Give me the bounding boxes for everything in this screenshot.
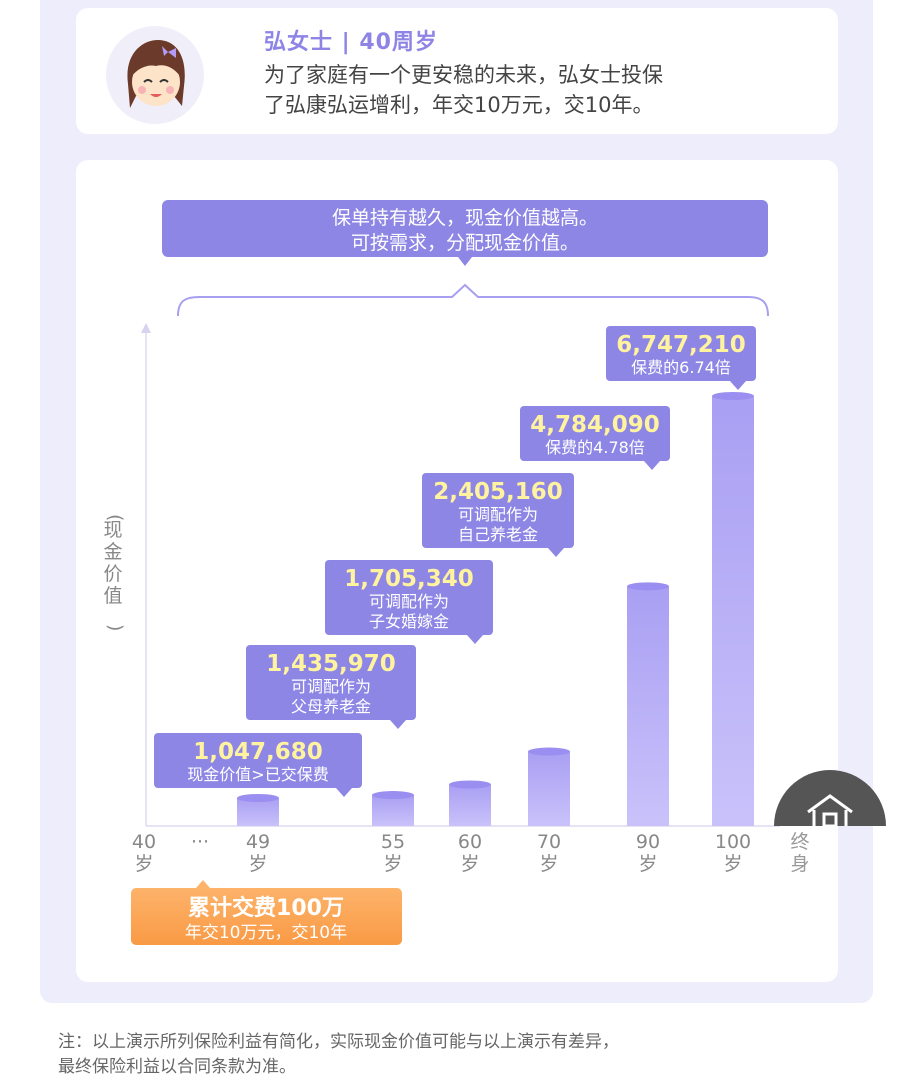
x-tick-age: 40 xyxy=(132,831,156,853)
bar-body xyxy=(237,798,279,826)
value-note-1: 现金价值>已交保费 xyxy=(187,765,328,784)
bar-body xyxy=(712,396,754,826)
value-text: 1,047,680 xyxy=(193,739,323,765)
x-tick-age: 70 xyxy=(537,831,561,853)
x-tick-age: 49 xyxy=(246,831,270,853)
x-tick-7: 90岁 xyxy=(636,831,660,875)
bar-top xyxy=(627,582,669,591)
profile-description: 为了家庭有一个更安稳的未来，弘女士投保 了弘康弘运增利，年交10万元，交10年。 xyxy=(264,60,824,120)
callout-box: 保单持有越久，现金价值越高。 可按需求，分配现金价值。 xyxy=(162,200,768,266)
woman-avatar-icon xyxy=(106,26,204,124)
value-note-1: 可调配作为 xyxy=(291,677,371,696)
x-tick-6: 70岁 xyxy=(537,831,561,875)
value-text: 1,435,970 xyxy=(266,651,396,677)
x-tick-age: 终 xyxy=(790,831,809,853)
x-tick-age: 55 xyxy=(381,831,405,853)
bar-body xyxy=(372,795,414,826)
value-text: 1,705,340 xyxy=(344,566,474,592)
x-tick-9: 终身 xyxy=(790,831,809,875)
value-labels-group: 1,047,680现金价值>已交保费1,435,970可调配作为父母养老金1,7… xyxy=(154,326,756,797)
bar-top xyxy=(712,392,754,400)
bar-top xyxy=(528,747,570,756)
callout-line-2: 可按需求，分配现金价值。 xyxy=(351,232,579,254)
summary-subtitle: 年交10万元，交10年 xyxy=(185,923,347,943)
description-line-1: 为了家庭有一个更安稳的未来，弘女士投保 xyxy=(264,63,663,87)
x-tick-unit: 岁 xyxy=(383,853,402,875)
profile-card: 弘女士 | 40周岁 为了家庭有一个更安稳的未来，弘女士投保 了弘康弘运增利，年… xyxy=(76,8,838,134)
bar-4 xyxy=(528,747,570,826)
value-note-2: 自己养老金 xyxy=(458,525,538,544)
bar-6 xyxy=(712,392,754,826)
x-tick-1: 40岁 xyxy=(132,831,156,875)
y-axis-arrow xyxy=(141,323,151,333)
y-axis-label: (现金价值) xyxy=(103,514,126,631)
value-text: 6,747,210 xyxy=(616,332,746,358)
bar-top xyxy=(372,791,414,800)
x-tick-4: 55岁 xyxy=(381,831,405,875)
value-note-2: 子女婚嫁金 xyxy=(369,612,449,631)
x-tick-2: ··· xyxy=(191,831,209,853)
x-tick-age: 100 xyxy=(715,831,751,853)
customer-name: 弘女士 | 40周岁 xyxy=(264,30,438,55)
disclaimer-note: 注：以上演示所列保险利益有简化，实际现金价值可能与以上演示有差异， 最终保险利益… xyxy=(58,1030,878,1080)
x-tick-3: 49岁 xyxy=(246,831,270,875)
bar-body xyxy=(528,751,570,826)
bars-group xyxy=(237,392,754,826)
summary-box: 累计交费100万 年交10万元，交10年 xyxy=(131,880,402,945)
bar-1 xyxy=(237,794,279,826)
bar-top xyxy=(449,780,491,789)
x-tick-unit: 岁 xyxy=(539,853,558,875)
x-tick-unit: 岁 xyxy=(134,853,153,875)
x-tick-age: 90 xyxy=(636,831,660,853)
x-tick-age: 60 xyxy=(458,831,482,853)
description-line-2: 了弘康弘运增利，年交10万元，交10年。 xyxy=(264,93,654,117)
value-note-1: 保费的4.78倍 xyxy=(545,438,645,457)
x-tick-age: ··· xyxy=(191,831,209,853)
value-text: 4,784,090 xyxy=(530,412,660,438)
bar-3 xyxy=(449,780,491,826)
note-line-1: 注：以上演示所列保险利益有简化，实际现金价值可能与以上演示有差异， xyxy=(58,1032,619,1052)
bar-5 xyxy=(627,582,669,826)
x-tick-unit: 岁 xyxy=(638,853,657,875)
value-note-2: 父母养老金 xyxy=(291,697,371,716)
bar-2 xyxy=(372,791,414,826)
x-tick-unit: 岁 xyxy=(248,853,267,875)
note-line-2: 最终保险利益以合同条款为准。 xyxy=(58,1057,296,1077)
summary-title: 累计交费100万 xyxy=(188,895,344,921)
callout-line-1: 保单持有越久，现金价值越高。 xyxy=(332,207,598,229)
value-note-1: 可调配作为 xyxy=(458,505,538,524)
x-tick-unit: 身 xyxy=(790,853,809,875)
value-text: 2,405,160 xyxy=(433,479,563,505)
bar-body xyxy=(449,784,491,826)
bar-body xyxy=(627,586,669,826)
x-tick-unit: 岁 xyxy=(460,853,479,875)
bar-top xyxy=(237,794,279,802)
value-note-1: 可调配作为 xyxy=(369,592,449,611)
brace xyxy=(177,283,769,317)
x-tick-unit: 岁 xyxy=(723,853,742,875)
value-note-1: 保费的6.74倍 xyxy=(631,358,731,377)
house-icon xyxy=(774,770,886,828)
x-tick-5: 60岁 xyxy=(458,831,482,875)
